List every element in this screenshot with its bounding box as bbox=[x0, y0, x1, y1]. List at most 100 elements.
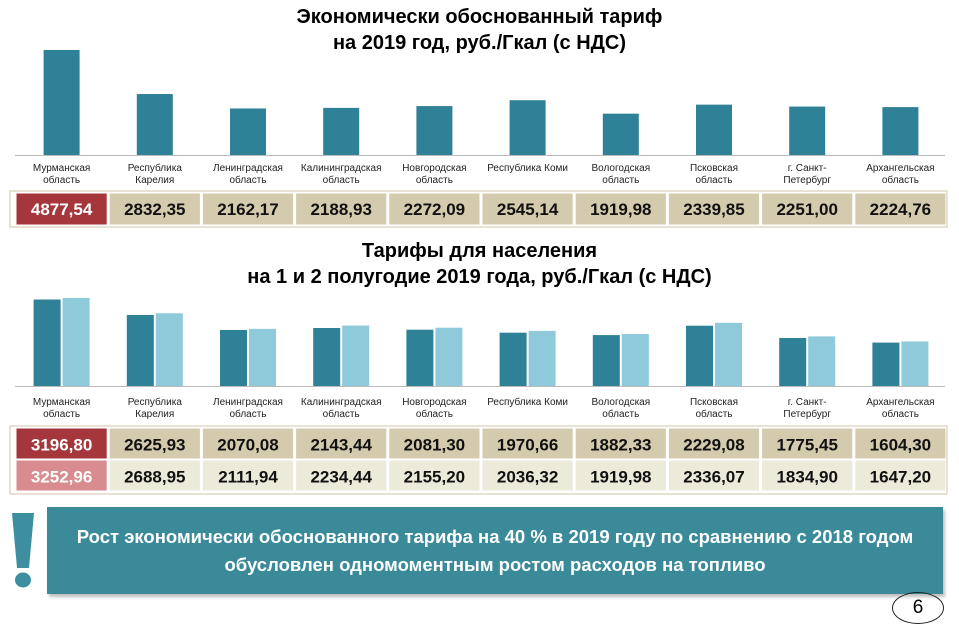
chart2-bar-half2 bbox=[342, 325, 370, 386]
chart2-value-cell-half1 bbox=[109, 428, 200, 459]
chart2-value-cell-half2 bbox=[389, 460, 480, 491]
chart1-title-line1: Экономически обоснованный тариф bbox=[296, 6, 663, 28]
chart1-value-label: 2251,00 bbox=[776, 200, 837, 219]
chart1-category-label: Архангельская область bbox=[866, 163, 934, 186]
chart2-value-label-half1: 1604,30 bbox=[870, 436, 931, 455]
exclamation-icon bbox=[12, 513, 34, 568]
chart2-value-cell-half2 bbox=[668, 460, 760, 491]
chart1-value-cell bbox=[762, 193, 853, 225]
chart2-bar-half1 bbox=[686, 325, 713, 386]
chart2-value-cell-half1 bbox=[202, 428, 294, 459]
chart1-value-label: 2339,85 bbox=[683, 200, 744, 219]
chart1-category-label: Республика Карелия bbox=[128, 162, 183, 186]
chart2-value-label-half1: 3196,80 bbox=[31, 436, 92, 455]
chart1-title: Экономически обоснованный тариф на 2019 … bbox=[0, 4, 959, 56]
chart2-title-line2: на 1 и 2 полугодие 2019 года, руб./Гкал … bbox=[247, 266, 712, 288]
chart1-value-cell bbox=[296, 193, 387, 225]
chart2-value-cell-half1 bbox=[16, 428, 107, 459]
chart2-value-cell-half1 bbox=[762, 428, 853, 459]
chart1-value-cell bbox=[389, 193, 480, 225]
chart1-title-line2: на 2019 год, руб./Гкал (с НДС) bbox=[332, 32, 627, 54]
chart1-value-cell bbox=[482, 193, 573, 225]
chart2-value-cell-half1 bbox=[668, 428, 760, 459]
chart1-category-label: г. Санкт-Петербург bbox=[783, 163, 831, 186]
chart1-value-label: 1919,98 bbox=[590, 200, 651, 219]
chart2-bar-half2 bbox=[62, 298, 90, 386]
chart2-category-label: Архангельская область bbox=[866, 397, 934, 420]
chart2-value-label-half2: 1834,90 bbox=[776, 468, 837, 487]
chart1-value-label: 2162,17 bbox=[217, 200, 278, 219]
chart2-category-label: г. Санкт-Петербург bbox=[783, 397, 831, 420]
chart2-bar-half1 bbox=[33, 299, 61, 386]
chart2-value-cell-half2 bbox=[202, 460, 294, 491]
chart1-bar bbox=[136, 94, 173, 155]
chart1-category-label: Ленинградская область bbox=[213, 163, 283, 186]
chart2-bar-half1 bbox=[592, 335, 620, 386]
chart2-value-cell-half1 bbox=[482, 428, 573, 459]
chart2-category-label: Новгородская область bbox=[402, 397, 466, 420]
chart2-bar-half1 bbox=[779, 337, 807, 386]
chart1-value-label: 2272,09 bbox=[404, 200, 465, 219]
chart2-value-label-half2: 2234,44 bbox=[310, 468, 372, 487]
chart2-value-label-half2: 1647,20 bbox=[870, 468, 931, 487]
chart1-value-cell bbox=[855, 193, 946, 225]
chart2-bar-half2 bbox=[621, 334, 649, 386]
chart2-bar-half1 bbox=[872, 342, 900, 386]
chart2-value-cell-half2 bbox=[575, 460, 666, 491]
chart2-value-label-half1: 1882,33 bbox=[590, 436, 651, 455]
chart1-category-label: Калининградская область bbox=[301, 163, 382, 186]
chart1-category-label: Новгородская область bbox=[402, 163, 466, 186]
chart2-value-cell-half1 bbox=[575, 428, 666, 459]
chart2-bar-half2 bbox=[808, 336, 836, 386]
chart2-value-label-half2: 1919,98 bbox=[590, 468, 651, 487]
chart2-category-label: Ленинградская область bbox=[213, 397, 283, 420]
chart1-category-label: Республика Коми bbox=[487, 162, 568, 174]
chart2-value-cell-half2 bbox=[16, 460, 107, 491]
chart2-bar-half1 bbox=[313, 328, 341, 386]
chart1-value-label: 2188,93 bbox=[310, 200, 371, 219]
chart2-category-label: Республика Карелия bbox=[128, 396, 183, 420]
chart2-value-label-half2: 2036,32 bbox=[497, 468, 558, 487]
chart2-bar-half1 bbox=[220, 329, 247, 386]
chart2-category-label: Псковская область bbox=[690, 397, 738, 420]
chart2-value-label-half2: 3252,96 bbox=[31, 468, 92, 487]
chart2-value-cell-half2 bbox=[762, 460, 853, 491]
chart2-bar-half1 bbox=[126, 314, 154, 386]
chart1-value-cell bbox=[575, 193, 666, 225]
chart2-value-cell-half1 bbox=[296, 428, 387, 459]
chart2-title-line1: Тарифы для населения bbox=[361, 240, 598, 262]
chart2-bar-half2 bbox=[528, 330, 556, 386]
chart1-value-cell bbox=[202, 193, 294, 225]
chart2-value-cell-half1 bbox=[855, 428, 946, 459]
chart1-value-cell bbox=[16, 193, 107, 225]
chart1-bar bbox=[696, 104, 732, 155]
chart1-value-cell bbox=[109, 193, 200, 225]
page-number: 6 bbox=[892, 592, 944, 624]
chart1-bar bbox=[323, 107, 360, 155]
chart1-bar bbox=[43, 50, 80, 155]
chart2-value-cell-half1 bbox=[389, 428, 480, 459]
conclusion-callout: Рост экономически обоснованного тарифа н… bbox=[47, 507, 943, 594]
chart2-value-label-half2: 2111,94 bbox=[218, 468, 278, 487]
chart2-bar-half2 bbox=[155, 313, 183, 386]
chart2-category-label: Республика Коми bbox=[487, 396, 568, 408]
chart2-bar-half2 bbox=[249, 328, 276, 386]
chart1-category-label: Псковская область bbox=[690, 163, 738, 186]
chart1-bar bbox=[789, 106, 826, 155]
chart2-category-label: Вологодская область bbox=[591, 397, 650, 420]
chart2-value-cell-half2 bbox=[855, 460, 946, 491]
chart2-value-cell-half2 bbox=[109, 460, 200, 491]
chart2-value-label-half2: 2336,07 bbox=[683, 468, 744, 487]
chart1-bar bbox=[882, 107, 919, 155]
chart1-category-label: Мурманская область bbox=[33, 163, 90, 186]
chart2-category-label: Калининградская область bbox=[301, 397, 382, 420]
chart1-value-label: 2224,76 bbox=[870, 200, 931, 219]
chart2-bar-half2 bbox=[901, 341, 929, 386]
chart2-value-label-half1: 1970,66 bbox=[497, 436, 558, 455]
callout-text: Рост экономически обоснованного тарифа н… bbox=[76, 525, 914, 575]
chart2-value-cell-half2 bbox=[296, 460, 387, 491]
chart1-value-label: 4877,54 bbox=[31, 200, 93, 219]
chart2-value-cell-half2 bbox=[482, 460, 573, 491]
chart1-value-cell bbox=[668, 193, 760, 225]
chart2-bar-half1 bbox=[406, 329, 434, 386]
